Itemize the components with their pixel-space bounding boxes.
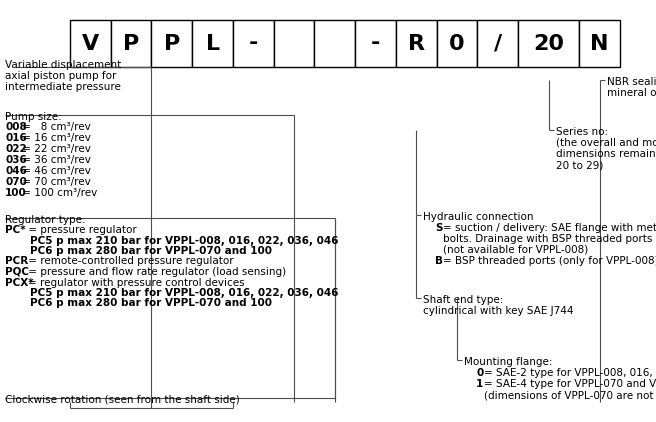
- Text: L: L: [205, 33, 220, 54]
- Text: Regulator type:: Regulator type:: [5, 215, 86, 225]
- Text: R: R: [408, 33, 425, 54]
- Text: 0: 0: [476, 368, 483, 378]
- Text: PCR: PCR: [5, 257, 28, 267]
- Text: = 36 cm³/rev: = 36 cm³/rev: [19, 155, 91, 165]
- Text: V: V: [82, 33, 99, 54]
- Text: (dimensions of VPPL-070 are not standardized): (dimensions of VPPL-070 are not standard…: [484, 390, 656, 400]
- Text: -: -: [371, 33, 380, 54]
- Bar: [579, 20, 620, 67]
- Text: = pressure and flow rate regulator (load sensing): = pressure and flow rate regulator (load…: [25, 267, 286, 277]
- Text: 036: 036: [5, 155, 27, 165]
- Text: N: N: [590, 33, 609, 54]
- Text: = BSP threaded ports (only for VPPL-008): = BSP threaded ports (only for VPPL-008): [443, 256, 656, 266]
- Text: (not available for VPPL-008): (not available for VPPL-008): [443, 245, 588, 255]
- Text: Pump size:: Pump size:: [5, 112, 62, 122]
- Text: PC*: PC*: [5, 225, 26, 235]
- Text: PCX*: PCX*: [5, 278, 33, 287]
- Bar: [437, 20, 478, 67]
- Text: = pressure regulator: = pressure regulator: [25, 225, 136, 235]
- Text: B: B: [436, 256, 443, 266]
- Text: PC6 p max 280 bar for VPPL-070 and 100: PC6 p max 280 bar for VPPL-070 and 100: [30, 246, 272, 256]
- Text: axial piston pump for: axial piston pump for: [5, 71, 116, 81]
- Text: 046: 046: [5, 166, 27, 176]
- Text: cylindrical with key SAE J744: cylindrical with key SAE J744: [423, 306, 574, 316]
- Text: S: S: [436, 223, 443, 233]
- Text: NBR sealing rings for: NBR sealing rings for: [607, 77, 656, 87]
- Text: Variable displacement: Variable displacement: [5, 60, 121, 70]
- Text: = regulator with pressure control devices: = regulator with pressure control device…: [28, 278, 245, 287]
- Text: = 16 cm³/rev: = 16 cm³/rev: [19, 133, 91, 143]
- Text: 20 to 29): 20 to 29): [556, 160, 603, 170]
- Text: = 70 cm³/rev: = 70 cm³/rev: [19, 177, 91, 187]
- Text: =   8 cm³/rev: = 8 cm³/rev: [19, 122, 91, 132]
- Bar: [111, 20, 152, 67]
- Text: P: P: [123, 33, 139, 54]
- Text: = suction / delivery: SAE flange with metric: = suction / delivery: SAE flange with me…: [443, 223, 656, 233]
- Bar: [518, 20, 579, 67]
- Text: PC5 p max 210 bar for VPPL-008, 016, 022, 036, 046: PC5 p max 210 bar for VPPL-008, 016, 022…: [30, 235, 338, 246]
- Text: = 22 cm³/rev: = 22 cm³/rev: [19, 144, 91, 154]
- Text: Hydraulic connection: Hydraulic connection: [423, 212, 534, 222]
- Text: = 100 cm³/rev: = 100 cm³/rev: [19, 188, 97, 198]
- Bar: [274, 20, 314, 67]
- Text: 100: 100: [5, 188, 27, 198]
- Text: /: /: [494, 33, 502, 54]
- Text: 022: 022: [5, 144, 27, 154]
- Text: intermediate pressure: intermediate pressure: [5, 82, 121, 92]
- Text: mineral oils: mineral oils: [607, 88, 656, 98]
- Bar: [70, 20, 111, 67]
- Text: P: P: [164, 33, 180, 54]
- Bar: [233, 20, 274, 67]
- Text: 008: 008: [5, 122, 27, 132]
- Bar: [192, 20, 233, 67]
- Text: = 46 cm³/rev: = 46 cm³/rev: [19, 166, 91, 176]
- Text: = SAE-2 type for VPPL-008, 016, 022, 036 and 046: = SAE-2 type for VPPL-008, 016, 022, 036…: [484, 368, 656, 378]
- Text: PQC: PQC: [5, 267, 29, 277]
- Text: 070: 070: [5, 177, 27, 187]
- Text: -: -: [249, 33, 258, 54]
- Text: = SAE-4 type for VPPL-070 and VPPL 100: = SAE-4 type for VPPL-070 and VPPL 100: [484, 379, 656, 389]
- Text: (the overall and mounting: (the overall and mounting: [556, 138, 656, 148]
- Text: Shaft end type:: Shaft end type:: [423, 295, 504, 305]
- Text: 0: 0: [449, 33, 465, 54]
- Bar: [314, 20, 355, 67]
- Bar: [152, 20, 192, 67]
- Bar: [478, 20, 518, 67]
- Text: 016: 016: [5, 133, 27, 143]
- Text: PC5 p max 210 bar for VPPL-008, 016, 022, 036, 046: PC5 p max 210 bar for VPPL-008, 016, 022…: [30, 288, 338, 298]
- Text: Mounting flange:: Mounting flange:: [464, 357, 552, 367]
- Text: PC6 p max 280 bar for VPPL-070 and 100: PC6 p max 280 bar for VPPL-070 and 100: [30, 298, 272, 308]
- Text: Clockwise rotation (seen from the shaft side): Clockwise rotation (seen from the shaft …: [5, 394, 239, 404]
- Text: dimensions remain unchanged from: dimensions remain unchanged from: [556, 149, 656, 159]
- Text: 1: 1: [476, 379, 483, 389]
- Text: Series no:: Series no:: [556, 127, 608, 137]
- Bar: [396, 20, 437, 67]
- Text: = remote-controlled pressure regulator: = remote-controlled pressure regulator: [25, 257, 234, 267]
- Text: 20: 20: [533, 33, 564, 54]
- Bar: [355, 20, 396, 67]
- Text: bolts. Drainage with BSP threaded ports: bolts. Drainage with BSP threaded ports: [443, 234, 653, 244]
